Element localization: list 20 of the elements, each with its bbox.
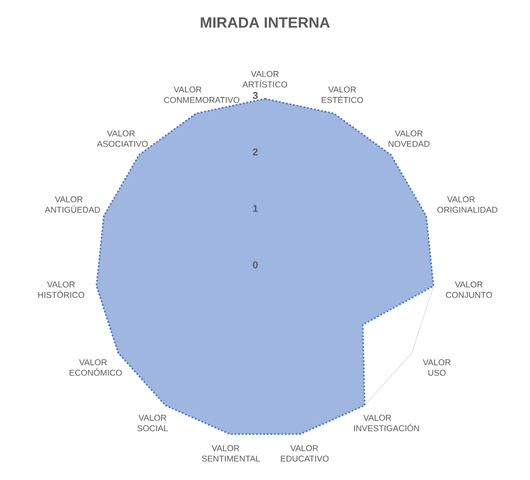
spoke-label: VALOR ANTIGÜEDAD [44,196,100,213]
y-tick-label: 0 [252,261,258,268]
chart-title: MIRADA INTERNA [200,17,330,28]
spoke-label: VALOR CONMEMORATIVO [164,86,240,103]
y-tick-label: 3 [252,92,258,99]
spoke-label: VALOR ECONÓMICO [70,359,122,376]
spoke-label: VALOR ASOCIATIVO [96,130,148,147]
spoke-label: VALOR HISTÓRICO [38,281,84,298]
spoke-label: VALOR SOCIAL [137,414,168,432]
spoke-label: VALOR USO [422,359,451,376]
spoke-label: VALOR INVESTIGACIÓN [354,414,419,432]
spoke-label: VALOR ARTÍSTICO [242,70,288,88]
spoke-label: VALOR ESTÉTICO [322,86,364,103]
spoke-label: VALOR ORIGINALIDAD [437,196,498,213]
spoke-label: VALOR SENTIMENTAL [202,445,260,462]
spoke-label: VALOR CONJUNTO [446,281,492,298]
spoke-label: VALOR NOVEDAD [388,130,430,147]
spoke-label: VALOR EDUCATIVO [280,445,329,462]
y-tick-label: 1 [253,204,258,212]
y-tick-label: 2 [252,148,258,156]
